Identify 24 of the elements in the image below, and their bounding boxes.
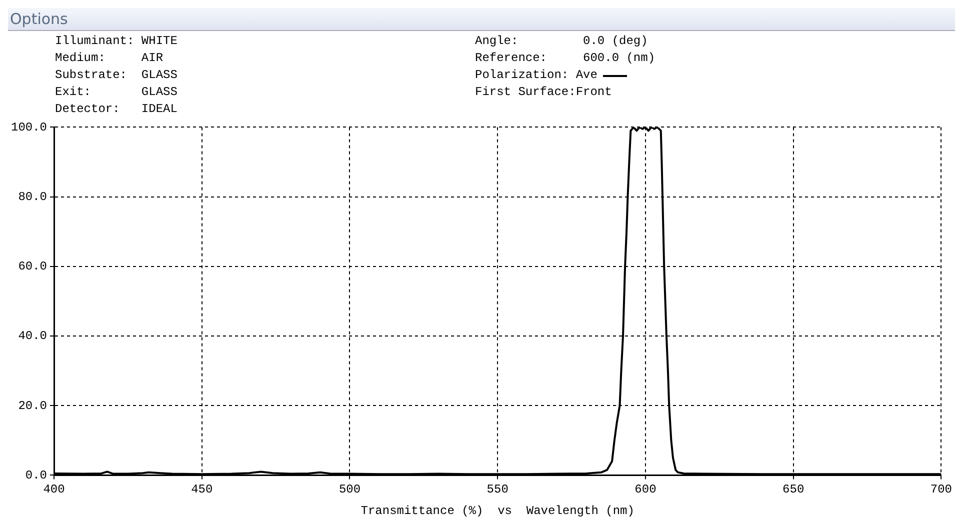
text: Exit: GLASS — [55, 84, 178, 101]
x-tick-label: 500 — [338, 482, 361, 497]
x-tick-label: 600 — [634, 482, 656, 497]
y-tick-label: 100.0 — [10, 120, 48, 134]
y-tick-label: 20.0 — [18, 398, 48, 413]
text: Angle: 0.0 (deg) — [475, 33, 648, 50]
x-tick-label: 700 — [930, 482, 952, 497]
text: Polarization: Ave — [475, 67, 598, 84]
y-tick-label: 0.0 — [25, 468, 48, 482]
y-tick-label: 40.0 — [18, 329, 48, 344]
x-tick-label: 450 — [191, 482, 213, 497]
x-tick-label: 400 — [43, 482, 65, 497]
y-tick-label: 80.0 — [18, 190, 48, 204]
y-tick-label: 60.0 — [18, 260, 48, 274]
text: Medium: AIR — [55, 50, 164, 67]
text: First Surface:Front — [475, 84, 612, 101]
text: Substrate: GLASS — [55, 67, 178, 84]
x-tick-label: 550 — [486, 482, 508, 497]
x-axis-title: Transmittance (%) vs Wavelength (nm) — [360, 504, 634, 518]
chart-title: Options — [8, 8, 955, 31]
text: Detector: IDEAL — [55, 101, 178, 118]
text: Illuminant: WHITE — [55, 33, 178, 50]
x-tick-label: 650 — [782, 482, 804, 497]
text: Reference: 600.0 (nm) — [475, 50, 656, 67]
